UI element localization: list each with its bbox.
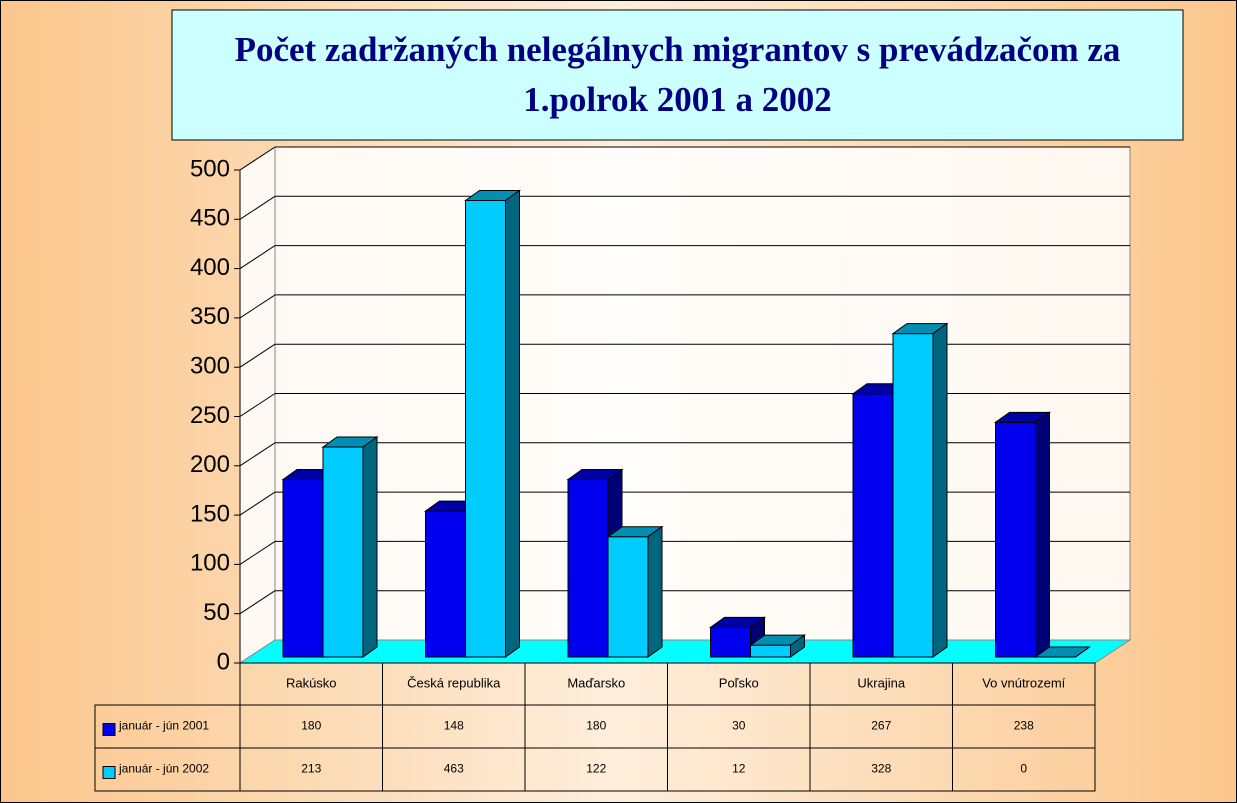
- grid-line: [239, 540, 276, 565]
- table-value: 180: [301, 719, 321, 733]
- y-tick-label: 400: [190, 254, 230, 281]
- bar-side: [1035, 411, 1050, 658]
- y-tick-label: 300: [190, 353, 230, 380]
- table-value: 180: [586, 719, 606, 733]
- category-label: Rakúsko: [286, 675, 337, 690]
- category-label: Poľsko: [719, 675, 759, 690]
- table-value: 213: [301, 762, 321, 776]
- table-value: 328: [871, 762, 891, 776]
- legend-label: január - jún 2002: [118, 762, 209, 776]
- table-value: 30: [732, 719, 746, 733]
- grid-line: [239, 146, 276, 171]
- table-value: 463: [444, 762, 464, 776]
- bar-side: [932, 322, 948, 658]
- bar-side: [647, 525, 663, 658]
- legend-swatch: [102, 723, 116, 736]
- grid-line: [239, 195, 276, 220]
- grid-line: [239, 442, 276, 467]
- grid-line: [239, 393, 276, 417]
- bar-front: [607, 536, 649, 658]
- table-value: 12: [732, 762, 746, 776]
- y-tick-label: 50: [203, 599, 230, 626]
- y-tick-label: 450: [190, 205, 230, 232]
- title-holder: Počet zadržaných nelegálnych migrantov s…: [234, 30, 1121, 119]
- bar-front: [750, 644, 791, 658]
- legend-swatch: [102, 766, 116, 779]
- table-value: 238: [1014, 719, 1034, 733]
- category-label: Česká republika: [407, 675, 501, 690]
- grid-line: [239, 343, 276, 368]
- table-value: 122: [586, 762, 606, 776]
- y-tick-label: 100: [190, 550, 230, 577]
- chart-title: Počet zadržaných nelegálnych migrantov s…: [234, 30, 1121, 119]
- bar-front: [282, 479, 324, 658]
- y-tick-label: 250: [190, 402, 230, 429]
- grid-line: [239, 245, 276, 270]
- bar-front: [567, 479, 609, 658]
- bar-side: [362, 436, 378, 658]
- table-value: 0: [1020, 762, 1027, 776]
- grid-line: [239, 590, 276, 615]
- y-tick-label: 0: [217, 648, 230, 675]
- y-tick-label: 200: [190, 451, 230, 478]
- y-tick-label: 150: [190, 500, 230, 527]
- bar-front: [995, 421, 1036, 658]
- bar-front: [465, 199, 506, 658]
- title-box: [171, 9, 1184, 141]
- grid-line: [239, 491, 276, 516]
- bar-side: [790, 634, 805, 658]
- y-tick-label: 350: [190, 303, 230, 330]
- bar-front: [425, 510, 466, 658]
- bar-front: [852, 393, 894, 658]
- bar-front: [322, 446, 364, 658]
- bar-front: [710, 626, 751, 658]
- bar-front: [892, 333, 934, 658]
- category-label: Vo vnútrozemí: [982, 675, 1065, 690]
- grid-line: [239, 294, 276, 319]
- y-tick-label: 500: [190, 155, 230, 182]
- bar-side: [505, 189, 520, 658]
- table-value: 267: [871, 719, 891, 733]
- bar-side: [1075, 646, 1090, 658]
- category-label: Maďarsko: [567, 675, 625, 690]
- table-value: 148: [444, 719, 464, 733]
- legend-label: január - jún 2001: [118, 719, 209, 733]
- category-label: Ukrajina: [857, 675, 905, 690]
